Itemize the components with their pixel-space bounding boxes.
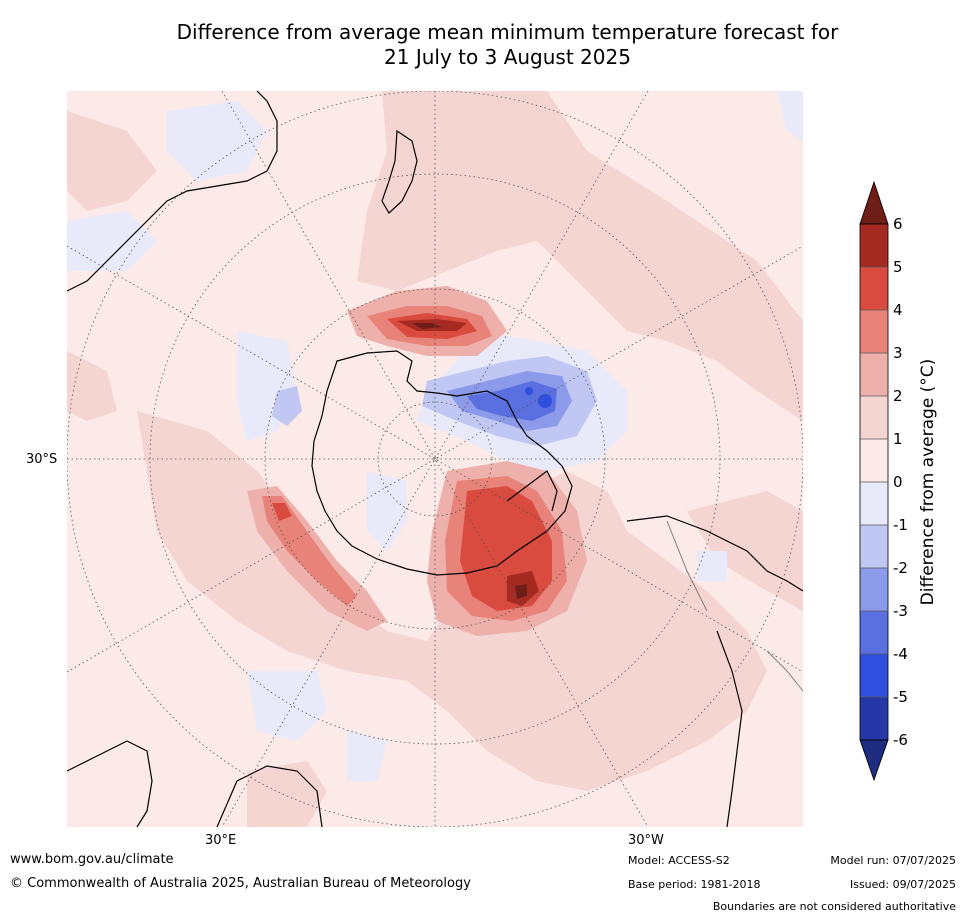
colorbar-neg2-neg1 xyxy=(860,525,888,568)
anomaly-map-svg xyxy=(67,91,803,827)
footer-disclaimer: Boundaries are not considered authoritat… xyxy=(712,900,956,913)
colorbar-label: 2 xyxy=(893,387,903,405)
colorbar-label: -5 xyxy=(893,688,908,706)
colorbar-label: -6 xyxy=(893,731,908,749)
colorbar-label: 6 xyxy=(893,215,903,233)
footer-issued: Issued: 09/07/2025 xyxy=(849,878,956,891)
cool-anomaly-minus4-to-minus5 xyxy=(525,387,552,408)
colorbar-neg6-neg5 xyxy=(860,697,888,740)
colorbar-label: 4 xyxy=(893,301,903,319)
colorbar-label: 5 xyxy=(893,258,903,276)
latitude-circle-60s xyxy=(264,288,606,630)
colorbar-label: 0 xyxy=(893,473,903,491)
warm-anomaly-5-plus xyxy=(397,319,539,606)
colorbar-label: -1 xyxy=(893,516,908,534)
map-title-line2: 21 July to 3 August 2025 xyxy=(384,45,631,69)
latitude-circle-75s xyxy=(377,401,493,517)
colorbar-neg4-neg3 xyxy=(860,611,888,654)
cool-anomaly-0-to-minus1 xyxy=(67,91,803,781)
map-title: Difference from average mean minimum tem… xyxy=(60,20,955,70)
africa-coastline xyxy=(67,740,323,827)
colorbar-title: Difference from average (°C) xyxy=(918,358,938,606)
antarctic-peninsula-coastline xyxy=(506,470,558,512)
new-zealand-coastline xyxy=(381,129,418,214)
lat-label-30s: 30°S xyxy=(26,452,58,467)
colorbar-neg5-neg4 xyxy=(860,654,888,697)
colorbar-label: 3 xyxy=(893,344,903,362)
cool-anomaly-minus3-to-minus4 xyxy=(467,381,557,421)
graticule xyxy=(67,91,803,827)
colorbar-2-3 xyxy=(860,353,888,396)
colorbar-below-neg6 xyxy=(859,739,889,782)
colorbar-label: 1 xyxy=(893,430,903,448)
footer-copyright: © Commonwealth of Australia 2025, Austra… xyxy=(10,876,471,891)
footer-base-period: Base period: 1981-2018 xyxy=(628,878,761,891)
footer-model: Model: ACCESS-S2 xyxy=(628,854,730,867)
map-title-line1: Difference from average mean minimum tem… xyxy=(176,20,839,44)
colorbar-above-6 xyxy=(859,180,889,225)
australia-coastline xyxy=(67,91,278,292)
lon-label-30w: 30°W xyxy=(628,833,664,848)
country-borders xyxy=(666,520,803,692)
antarctica-coastline xyxy=(311,350,573,576)
colorbar-label: -3 xyxy=(893,602,908,620)
colorbar-label: -4 xyxy=(893,645,908,663)
colorbar-3-4 xyxy=(860,310,888,353)
colorbar-1-2 xyxy=(860,396,888,439)
colorbar-label: -2 xyxy=(893,559,908,577)
footer-website: www.bom.gov.au/climate xyxy=(10,852,174,867)
colorbar-neg3-neg2 xyxy=(860,568,888,611)
colorbar-neg1-0 xyxy=(860,482,888,525)
footer-model-run: Model run: 07/07/2025 xyxy=(830,854,956,867)
colorbar-5-6 xyxy=(860,224,888,267)
colorbar-ticks xyxy=(860,266,888,698)
lon-label-30e: 30°E xyxy=(205,833,237,848)
colorbar-4-5 xyxy=(860,267,888,310)
anomaly-map xyxy=(67,91,803,827)
colorbar-0-1 xyxy=(860,439,888,482)
colorbar xyxy=(859,180,889,782)
south-america-coastline xyxy=(626,515,803,827)
